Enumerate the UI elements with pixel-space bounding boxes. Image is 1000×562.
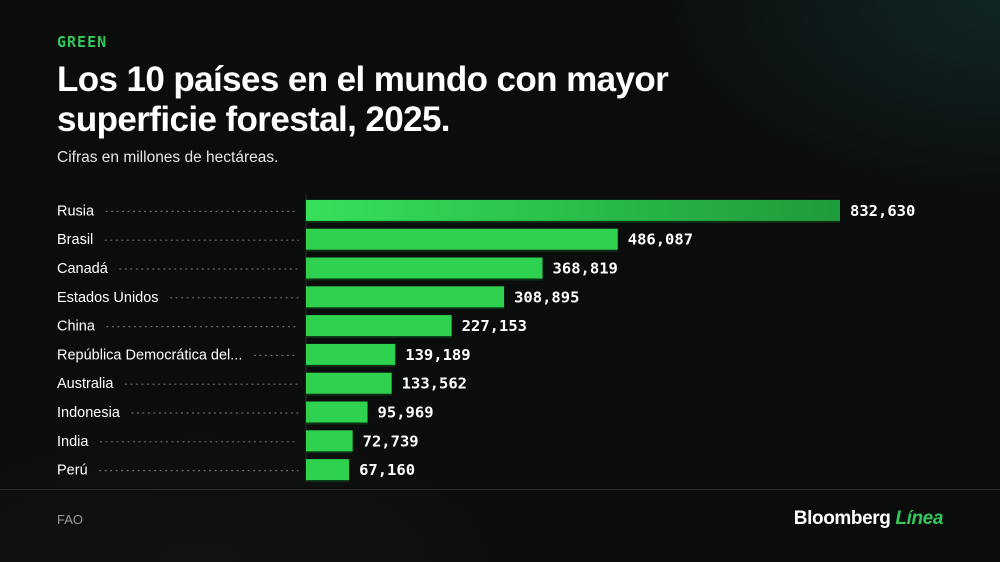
- bar-row: Indonesia 95,969: [57, 401, 434, 425]
- value-label: 67,160: [359, 461, 415, 479]
- value-label: 139,189: [405, 346, 470, 364]
- bar: [306, 257, 543, 279]
- bar: [306, 459, 350, 481]
- value-label: 368,819: [553, 260, 618, 278]
- bar: [306, 228, 618, 250]
- category-label: Indonesia: [57, 405, 121, 421]
- bar-row: Brasil 486,087: [57, 228, 693, 252]
- footer-divider: [0, 489, 1000, 490]
- category-label: Canadá: [57, 261, 109, 277]
- bar: [306, 199, 840, 221]
- value-label: 227,153: [462, 317, 527, 335]
- category-label: Estados Unidos: [57, 290, 159, 306]
- category-label: India: [57, 434, 89, 450]
- section-kicker: GREEN: [57, 33, 108, 51]
- category-label: Australia: [57, 376, 114, 392]
- bar-row: República Democrática del... 139,189: [57, 343, 471, 367]
- bar: [306, 430, 353, 452]
- bar: [306, 401, 368, 423]
- chart-subtitle: Cifras en millones de hectáreas.: [57, 149, 279, 166]
- bar-row: India 72,739: [57, 430, 419, 454]
- chart-title: Los 10 países en el mundo con mayor supe…: [57, 60, 669, 139]
- value-label: 308,895: [514, 288, 579, 306]
- bar-row: Australia 133,562: [57, 372, 467, 396]
- category-label: China: [57, 319, 96, 335]
- value-label: 95,969: [378, 404, 434, 422]
- value-label: 72,739: [363, 432, 419, 450]
- category-label: República Democrática del...: [57, 347, 242, 363]
- bar-row: Canadá 368,819: [57, 257, 618, 281]
- bar-row: Perú 67,160: [57, 459, 415, 483]
- category-label: Perú: [57, 463, 88, 479]
- category-label: Brasil: [57, 232, 93, 248]
- bar: [306, 286, 505, 308]
- bar-row: China 227,153: [57, 315, 527, 339]
- brand-logo: Bloomberg Línea: [793, 508, 944, 530]
- bar-row: Estados Unidos 308,895: [57, 286, 579, 310]
- bar: [306, 343, 396, 365]
- bar: [306, 372, 392, 394]
- value-label: 133,562: [402, 375, 467, 393]
- bar-row: Rusia 832,630: [57, 199, 915, 223]
- value-label: 486,087: [628, 231, 693, 249]
- source-label: FAO: [57, 512, 84, 527]
- value-label: 832,630: [850, 202, 915, 220]
- brand-primary: Bloomberg: [793, 508, 891, 529]
- category-label: Rusia: [57, 203, 95, 219]
- brand-secondary: Línea: [895, 508, 943, 529]
- bar-chart: Rusia 832,630 Brasil 486,087 Canadá 368,819 Es…: [57, 194, 915, 483]
- bar: [306, 315, 452, 337]
